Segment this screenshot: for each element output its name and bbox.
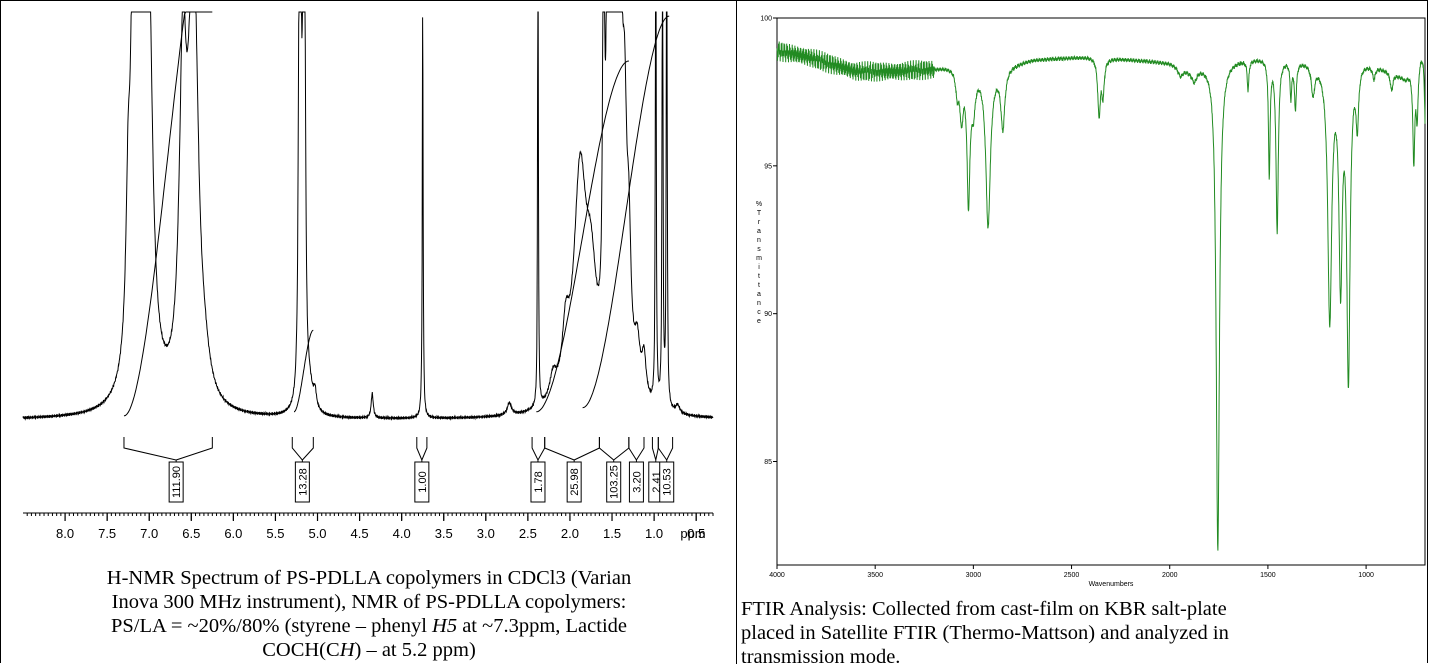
- nmr-x-tick-label: 7.5: [98, 526, 116, 541]
- nmr-x-tick-label: 2.0: [561, 526, 579, 541]
- nmr-integral-curve-0: [123, 11, 213, 417]
- nmr-integral-box: [168, 461, 184, 503]
- nmr-integral-label: 3.20: [631, 471, 643, 492]
- nmr-caption-h5: H5: [432, 615, 458, 637]
- ftir-x-tick-label: 4000: [769, 572, 785, 579]
- nmr-integral-5: 103.25: [598, 437, 630, 503]
- nmr-x-tick-label: 7.0: [140, 526, 158, 541]
- ftir-panel: 4000 3500 3000 2500 2000 1500 1000 100 95 90 85 Wav…: [737, 0, 1428, 668]
- nmr-integral-label: 103.25: [609, 465, 621, 499]
- nmr-integral-curve-2: [536, 60, 629, 413]
- nmr-caption-line-3b: at ~7.3ppm, Lactide: [457, 615, 627, 637]
- ftir-caption: FTIR Analysis: Collected from cast-film …: [741, 597, 1421, 669]
- nmr-spectrum-line: [22, 11, 714, 421]
- nmr-x-tick-label: 3.5: [435, 526, 453, 541]
- nmr-caption-line-3: PS/LA = ~20%/80% (styrene – phenyl H5 at…: [5, 614, 733, 638]
- nmr-integral-3: 1.78: [530, 437, 546, 503]
- nmr-integral-1: 13.28: [291, 437, 314, 503]
- nmr-caption-line-1: H-NMR Spectrum of PS-PDLLA copolymers in…: [106, 567, 632, 589]
- nmr-integral-box: [659, 461, 675, 503]
- nmr-integral-box: [530, 461, 546, 503]
- nmr-integral-box: [566, 461, 582, 503]
- nmr-x-tick-label: 1.0: [645, 526, 663, 541]
- nmr-integral-curve-1: [294, 329, 314, 413]
- nmr-integral-box: [294, 461, 310, 503]
- nmr-integral-label: 1.78: [533, 471, 545, 492]
- ftir-plot-frame: [776, 17, 1426, 566]
- ftir-spectrum: 4000 3500 3000 2500 2000 1500 1000 100 95 90 85 Wav…: [756, 16, 1426, 588]
- nmr-x-tick-label: 1.5: [603, 526, 621, 541]
- nmr-x-tick-label: 6.5: [182, 526, 200, 541]
- ftir-y-tick-label: 100: [760, 16, 772, 23]
- ftir-caption-line-2: placed in Satellite FTIR (Thermo-Mattson…: [741, 622, 1229, 644]
- nmr-caption-h: H: [339, 639, 355, 661]
- ftir-caption-line-3: transmission mode.: [741, 646, 901, 668]
- nmr-panel: 111.90 13.28 1.00 1.78 25.98 103.25 3.20 2.41 10…: [1, 0, 736, 664]
- nmr-integral-6: 3.20: [628, 437, 645, 503]
- ftir-y-tick-label: 85: [764, 459, 772, 466]
- nmr-x-tick-label: 6.0: [224, 526, 242, 541]
- nmr-x-tick-label: 3.0: [477, 526, 495, 541]
- nmr-integral-label: 10.53: [662, 468, 674, 496]
- nmr-x-unit: ppm: [680, 526, 705, 541]
- column-divider: [736, 0, 737, 664]
- nmr-caption-line-2: Inova 300 MHz instrument), NMR of PS-PDL…: [111, 591, 627, 613]
- ftir-x-tick-label: 3500: [867, 572, 883, 579]
- nmr-x-tick-label: 0.5: [687, 526, 705, 541]
- nmr-integral-label: 1.00: [417, 471, 429, 492]
- nmr-integral-box: [606, 461, 622, 503]
- nmr-x-tick-label: 5.5: [266, 526, 284, 541]
- nmr-caption-line-4: COCH(CH) – at 5.2 ppm): [5, 638, 733, 662]
- nmr-x-tick-label: 4.0: [393, 526, 411, 541]
- nmr-caption-line-4a: COCH(C: [262, 639, 340, 661]
- nmr-integral-4: 25.98: [544, 437, 600, 503]
- nmr-integral-label: 13.28: [297, 468, 309, 496]
- nmr-integral-box: [628, 461, 644, 503]
- ftir-x-axis-label: Wavenumbers: [1089, 581, 1134, 588]
- nmr-integral-bracket: [123, 437, 213, 470]
- nmr-integral-8: 10.53: [657, 437, 675, 503]
- nmr-spectrum: 111.90 13.28 1.00 1.78 25.98 103.25 3.20 2.4110…: [22, 11, 714, 541]
- ftir-x-tick-label: 3000: [966, 572, 982, 579]
- nmr-integral-curve-3: [582, 15, 670, 409]
- nmr-integral-2: 1.00: [414, 437, 430, 503]
- nmr-integral-label: 111.90: [171, 466, 183, 498]
- ftir-spectrum-line: [776, 41, 1426, 551]
- nmr-x-tick-label: 8.0: [56, 526, 74, 541]
- ftir-y-tick-label: 95: [764, 163, 772, 170]
- nmr-integral-0: 111.90: [123, 437, 213, 503]
- nmr-caption: H-NMR Spectrum of PS-PDLLA copolymers in…: [5, 566, 733, 662]
- nmr-integral-box: [414, 461, 430, 503]
- ftir-x-tick-label: 2000: [1162, 572, 1178, 579]
- nmr-x-tick-label: 4.5: [351, 526, 369, 541]
- ftir-caption-line-1: FTIR Analysis: Collected from cast-film …: [741, 598, 1227, 620]
- ftir-x-tick-label: 1500: [1260, 572, 1276, 579]
- nmr-caption-line-4b: ) – at 5.2 ppm): [354, 639, 476, 661]
- ftir-y-tick-label: 90: [764, 311, 772, 318]
- nmr-x-tick-label: 5.0: [308, 526, 326, 541]
- nmr-x-tick-label: 2.5: [519, 526, 537, 541]
- nmr-caption-line-3a: PS/LA = ~20%/80% (styrene – phenyl: [111, 615, 433, 637]
- ftir-x-tick-label: 2500: [1064, 572, 1080, 579]
- ftir-x-tick-label: 1000: [1358, 572, 1374, 579]
- nmr-integral-label: 25.98: [569, 468, 581, 496]
